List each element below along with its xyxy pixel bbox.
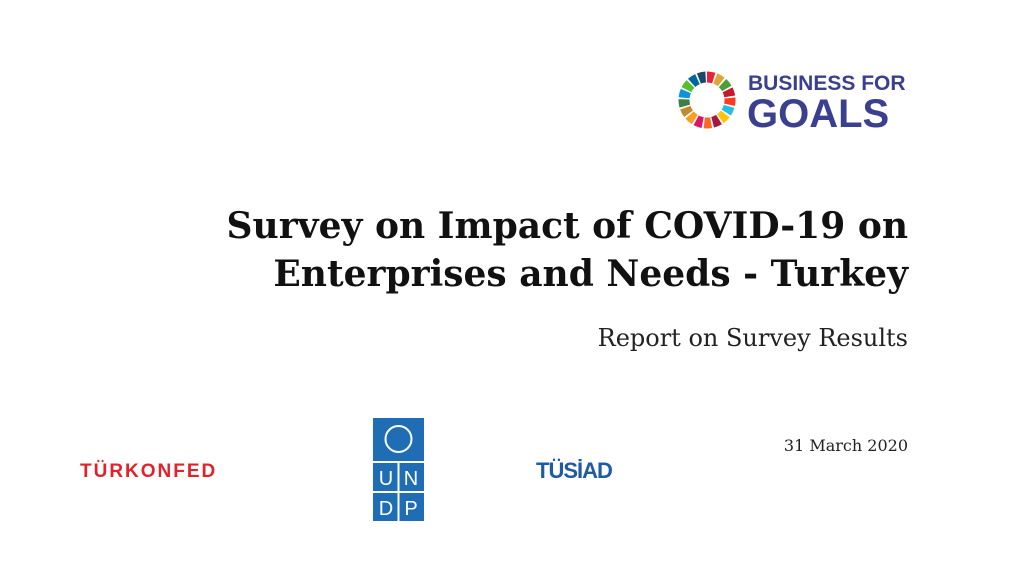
undp-letter: P — [404, 498, 417, 520]
wheel-segment — [678, 71, 736, 129]
logo-line1: BUSINESS FOR — [748, 72, 906, 95]
sdg-wheel — [678, 71, 736, 129]
wheel-segment — [678, 71, 736, 129]
turkonfed-logo: TÜRKONFED — [80, 461, 217, 482]
undp-letter: U — [379, 468, 393, 490]
title-line: Enterprises and Needs - Turkey — [273, 253, 909, 295]
date: 31 March 2020 — [784, 436, 908, 455]
wheel-segment — [678, 71, 736, 129]
subtitle: Report on Survey Results — [598, 324, 908, 352]
tusiad-logo: TÜSİAD — [536, 458, 612, 483]
title-line: Survey on Impact of COVID-19 on — [227, 205, 908, 247]
wheel-segment — [678, 71, 736, 129]
logo-line2: GOALS — [747, 92, 889, 136]
un-emblem — [384, 425, 413, 453]
undp-letter: D — [379, 498, 393, 520]
undp-letter: N — [404, 468, 418, 490]
